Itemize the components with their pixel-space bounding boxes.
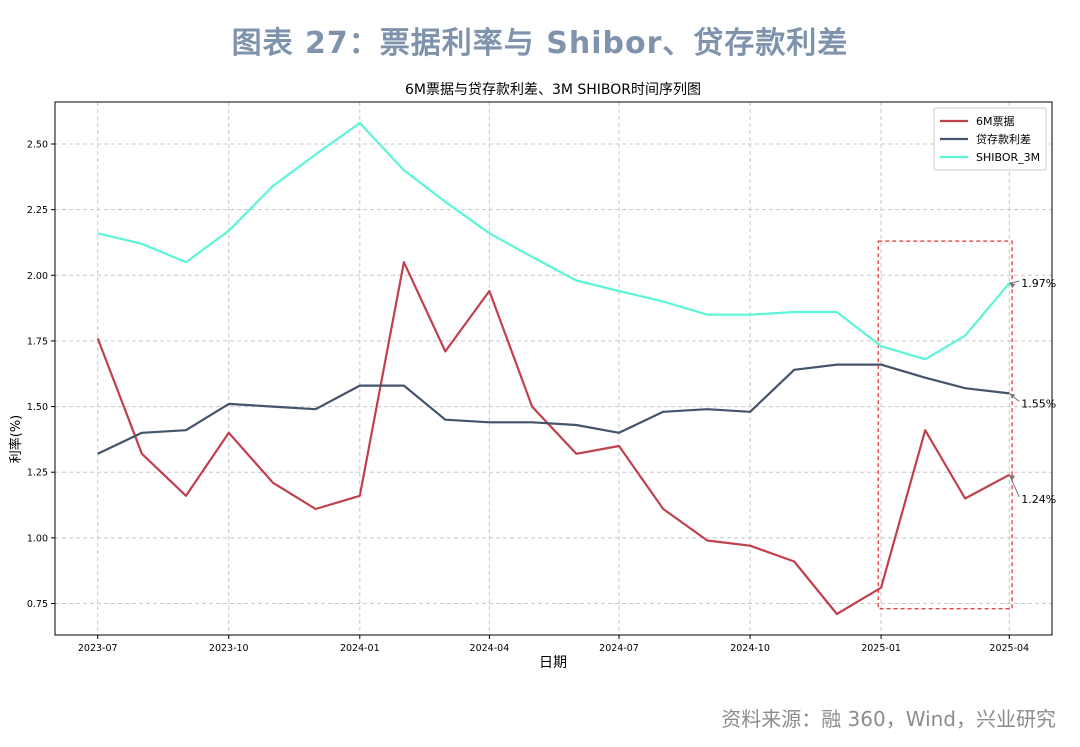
x-tick-label: 2023-10: [209, 643, 249, 654]
y-tick-label: 0.75: [27, 599, 48, 610]
annotation-label: 1.24%: [1021, 493, 1056, 506]
y-tick-label: 2.25: [27, 205, 48, 216]
annotation-label: 1.55%: [1021, 397, 1056, 410]
figure-title: 图表 27：票据利率与 Shibor、贷存款利差: [231, 26, 849, 61]
y-tick-label: 1.00: [27, 533, 48, 544]
chart-title: 6M票据与贷存款利差、3M SHIBOR时间序列图: [405, 82, 701, 98]
highlight-box: [877, 240, 1013, 610]
grid: [55, 102, 1052, 635]
annotation-arrowhead: [1009, 474, 1016, 480]
y-tick-label: 1.25: [27, 468, 48, 479]
series-line-2: [97, 121, 1011, 361]
legend-label: 6M票据: [976, 114, 1015, 128]
series-layer: [96, 121, 1011, 616]
axes: 0.75 1.00 1.25 1.50 1.75 2.00 2.25 2.50 2023-07 2…: [27, 101, 1053, 654]
y-tick-label: 2.00: [27, 271, 48, 282]
highlight-box-layer: [877, 240, 1013, 610]
plot-frame: [54, 101, 1053, 636]
x-tick-label: 2025-04: [989, 643, 1029, 654]
x-axis-label: 日期: [539, 655, 567, 671]
y-tick-label: 1.50: [27, 402, 48, 413]
y-tick-label: 2.50: [27, 140, 48, 151]
x-tick-label: 2024-04: [470, 643, 510, 654]
x-tick-label: 2025-01: [861, 643, 901, 654]
y-axis-label: 利率(%): [8, 415, 24, 464]
annotation-label: 1.97%: [1021, 277, 1056, 290]
annotation-arrowhead: [1009, 393, 1016, 399]
y-tick-label: 1.75: [27, 336, 48, 347]
legend-label: 贷存款利差: [976, 132, 1031, 146]
x-tick-label: 2024-07: [599, 643, 639, 654]
annotations: 1.97% 1.55% 1.24%: [1008, 277, 1056, 506]
line-chart: 6M票据与贷存款利差、3M SHIBOR时间序列图 0.75 1.00 1.25 1.…: [8, 82, 1056, 671]
annotation-arrowhead: [1009, 283, 1016, 289]
annotation-arrow: [1008, 474, 1020, 498]
x-tick-label: 2024-10: [730, 643, 770, 654]
x-tick-label: 2023-07: [78, 643, 118, 654]
x-tick-label: 2024-01: [340, 643, 380, 654]
annotation-arrow: [1009, 280, 1020, 284]
legend-label: SHIBOR_3M: [976, 151, 1040, 164]
series-line-0: [96, 261, 1010, 616]
legend-box: [933, 107, 1047, 171]
series-line-1: [97, 363, 1010, 455]
source-note: 资料来源：融 360，Wind，兴业研究: [721, 707, 1056, 731]
